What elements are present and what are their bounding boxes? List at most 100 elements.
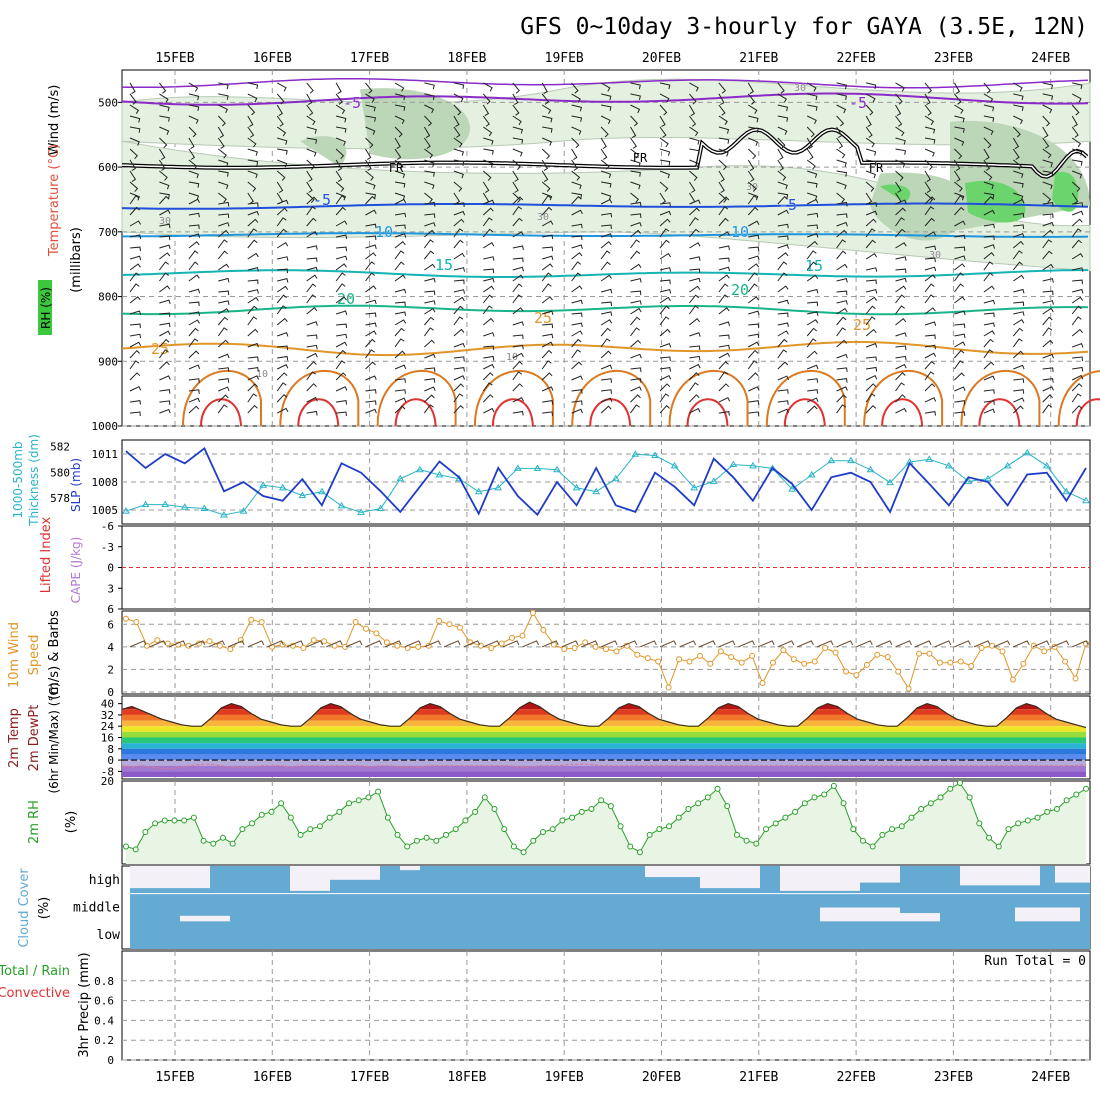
precip-label-3: 3hr Precip (mm): [77, 952, 92, 1057]
wind-barb: [718, 245, 730, 251]
wind-speed-line-marker: [717, 648, 724, 655]
wind-barb: [866, 159, 877, 166]
thickness-line-marker: [807, 470, 816, 478]
wind-speed-line-marker: [676, 656, 683, 663]
wind-barb: [806, 274, 819, 282]
rh-line-marker: [530, 837, 537, 844]
wind-speed-line-marker: [498, 640, 505, 647]
wind-barb: [1013, 311, 1025, 316]
wind-barb: [247, 137, 257, 148]
wind-barb: [512, 266, 524, 272]
rh-line-marker: [249, 820, 256, 827]
wind-barb: [512, 104, 520, 116]
wind-barb: [983, 400, 995, 405]
wind-barb: [895, 382, 905, 392]
wind-speed-line-marker: [978, 644, 985, 651]
thickness-line-marker: [768, 464, 777, 471]
wind-barb: [394, 82, 405, 92]
wind-barb: [188, 181, 200, 188]
wind-speed-line-marker: [936, 659, 943, 666]
thickness-line-marker: [337, 501, 346, 509]
wind-barb: [247, 316, 258, 326]
wind-barb: [836, 316, 847, 326]
thickness-line-marker: [278, 483, 287, 491]
wind-barb: [424, 82, 435, 90]
wind-barb: [924, 231, 937, 238]
wind-barb: [482, 382, 493, 392]
wind-barb: [336, 234, 348, 240]
panel-frame-precip: [121, 950, 1091, 1061]
precip-panel: 0.8 0.6 0.4 0.2 0 Run Total = 0: [94, 954, 1090, 1067]
wind-barb: [247, 252, 259, 260]
wind-barb: [512, 192, 521, 204]
wind-barb: [453, 328, 465, 337]
wind-barb: [188, 338, 199, 348]
wind-barb-10m: [620, 640, 638, 648]
wind-barb: [483, 137, 494, 145]
wind-barb: [482, 394, 494, 403]
wind-barb: [689, 317, 700, 326]
wind-barb: [129, 181, 139, 192]
wind-barbs-upper: [129, 82, 1084, 417]
isotherm-20: [121, 304, 1089, 316]
wind-speed-line-marker: [749, 652, 756, 659]
wind-barb-10m: [306, 640, 324, 648]
wind-barb-10m: [169, 640, 186, 648]
wind-barb: [718, 126, 730, 134]
wind-barb: [836, 192, 846, 203]
wind-barb: [365, 170, 374, 181]
wind-barb: [188, 212, 200, 218]
wind-barb: [276, 407, 289, 414]
wind-barb: [159, 137, 168, 149]
wind-barb: [512, 410, 524, 416]
wind-barb: [335, 82, 342, 95]
wind-barb: [453, 267, 465, 272]
thickness-line-marker: [318, 487, 326, 495]
wind-barb: [1013, 319, 1025, 326]
wind-barb: [924, 383, 936, 392]
wind-barb: [689, 294, 700, 304]
wind-barb: [276, 317, 288, 326]
wind-barb: [689, 82, 699, 92]
wind-barb: [512, 274, 524, 282]
wind-barb: [512, 307, 524, 315]
wind-barb: [630, 201, 642, 207]
wind-barb: [807, 224, 818, 230]
wind-barb: [1042, 229, 1054, 238]
wind-barb: [188, 241, 200, 249]
cloud-level-label: low: [97, 928, 121, 943]
wind-speed-line-marker: [373, 630, 380, 637]
wind-barb: [1012, 240, 1024, 249]
wind-barb: [865, 305, 876, 315]
rh-line-marker: [190, 814, 197, 821]
wind-barb: [954, 411, 966, 416]
rh-line-marker: [617, 823, 624, 830]
wind-barb: [1071, 126, 1079, 138]
wind-barb: [777, 349, 788, 359]
wind-barb: [1042, 394, 1053, 403]
cloud-high-gap: [780, 866, 860, 891]
wind-barb: [659, 137, 669, 148]
wind-barb: [1072, 170, 1083, 179]
wind-barb: [748, 323, 760, 329]
contour-label: 30: [929, 250, 941, 261]
rh-line-marker: [394, 831, 401, 838]
wind-barb-10m: [797, 640, 814, 648]
wind-barb: [365, 93, 375, 103]
wind-barb: [394, 192, 406, 201]
rh-line-marker: [830, 782, 837, 789]
rh-line-marker: [1015, 820, 1022, 827]
wind-barb: [748, 234, 760, 240]
cloud-high-gap: [330, 866, 380, 880]
wind-barb: [630, 93, 641, 101]
wind-barb: [453, 279, 465, 285]
wind-barb: [394, 212, 407, 218]
wind-barb: [895, 277, 907, 283]
wind-barb: [482, 93, 491, 105]
wind-barb: [424, 353, 436, 359]
wind-barb-10m: [934, 640, 952, 648]
wind-barb: [836, 263, 848, 271]
wind-barb: [983, 322, 995, 328]
wind-barb: [954, 386, 966, 392]
wind-barb: [453, 218, 465, 227]
